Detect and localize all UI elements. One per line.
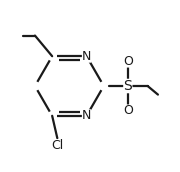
Text: O: O (123, 104, 133, 117)
Text: Cl: Cl (51, 139, 63, 152)
Text: S: S (123, 79, 132, 93)
Text: N: N (82, 109, 91, 122)
Text: O: O (123, 55, 133, 68)
Text: N: N (82, 50, 91, 63)
